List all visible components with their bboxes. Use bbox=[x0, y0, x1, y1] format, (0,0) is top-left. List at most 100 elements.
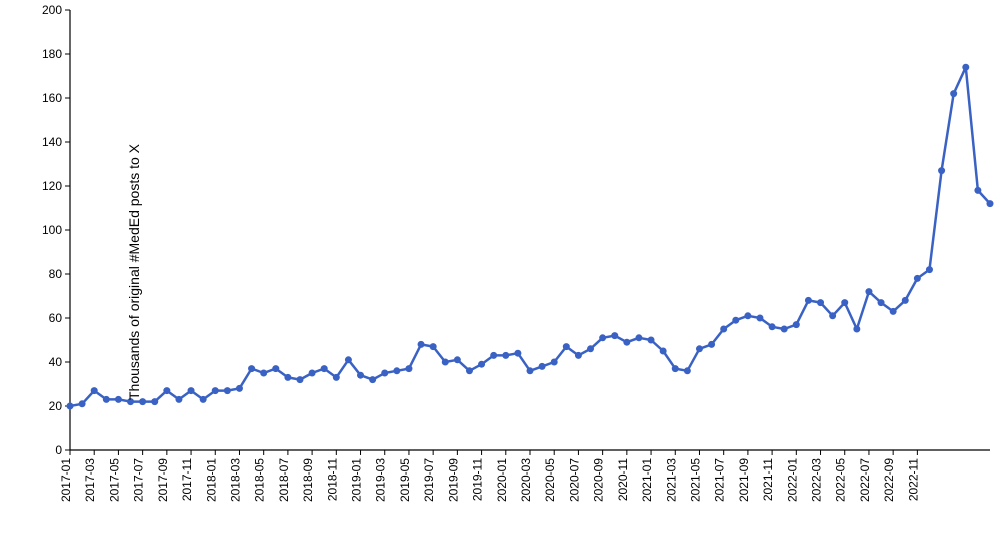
data-point bbox=[393, 367, 400, 374]
data-point bbox=[248, 365, 255, 372]
data-point bbox=[563, 343, 570, 350]
x-tick-label: 2017-11 bbox=[180, 458, 194, 501]
x-tick-label: 2021-01 bbox=[640, 458, 654, 502]
data-point bbox=[405, 365, 412, 372]
data-point bbox=[805, 297, 812, 304]
y-axis-label: Thousands of original #MedEd posts to X bbox=[126, 144, 142, 400]
x-tick-label: 2022-01 bbox=[785, 458, 799, 502]
data-point bbox=[878, 299, 885, 306]
x-tick-label: 2018-07 bbox=[277, 458, 291, 502]
data-point bbox=[599, 334, 606, 341]
chart-canvas: 0204060801001201401601802002017-012017-0… bbox=[0, 0, 1000, 544]
x-tick-label: 2021-09 bbox=[737, 458, 751, 502]
data-point bbox=[151, 398, 158, 405]
x-tick-label: 2017-01 bbox=[59, 458, 73, 502]
data-point bbox=[527, 367, 534, 374]
data-point bbox=[987, 200, 994, 207]
x-tick-label: 2022-09 bbox=[882, 458, 896, 502]
data-point bbox=[333, 374, 340, 381]
data-point bbox=[321, 365, 328, 372]
x-tick-label: 2019-03 bbox=[374, 458, 388, 502]
y-tick-label: 180 bbox=[42, 47, 62, 61]
x-tick-label: 2017-07 bbox=[132, 458, 146, 502]
data-point bbox=[890, 308, 897, 315]
data-point bbox=[175, 396, 182, 403]
data-point bbox=[793, 321, 800, 328]
data-point bbox=[369, 376, 376, 383]
data-point bbox=[297, 376, 304, 383]
data-point bbox=[430, 343, 437, 350]
data-point bbox=[841, 299, 848, 306]
x-tick-label: 2020-09 bbox=[592, 458, 606, 502]
data-point bbox=[660, 348, 667, 355]
y-tick-label: 100 bbox=[42, 223, 62, 237]
x-tick-label: 2019-11 bbox=[471, 458, 485, 501]
y-tick-label: 40 bbox=[49, 355, 63, 369]
data-point bbox=[357, 372, 364, 379]
y-tick-label: 0 bbox=[55, 443, 62, 457]
data-point bbox=[381, 370, 388, 377]
data-point bbox=[284, 374, 291, 381]
x-tick-label: 2018-09 bbox=[301, 458, 315, 502]
data-point bbox=[720, 326, 727, 333]
data-point bbox=[587, 345, 594, 352]
data-point bbox=[200, 396, 207, 403]
data-point bbox=[490, 352, 497, 359]
data-point bbox=[272, 365, 279, 372]
data-point bbox=[648, 337, 655, 344]
data-point bbox=[962, 64, 969, 71]
data-point bbox=[672, 365, 679, 372]
data-point bbox=[260, 370, 267, 377]
x-tick-label: 2019-09 bbox=[446, 458, 460, 502]
data-point bbox=[732, 317, 739, 324]
data-point bbox=[575, 352, 582, 359]
meded-posts-chart: Thousands of original #MedEd posts to X … bbox=[0, 0, 1000, 544]
data-point bbox=[79, 400, 86, 407]
y-tick-label: 200 bbox=[42, 3, 62, 17]
y-tick-label: 60 bbox=[49, 311, 63, 325]
data-point bbox=[103, 396, 110, 403]
x-tick-label: 2021-11 bbox=[761, 458, 775, 501]
data-point bbox=[902, 297, 909, 304]
data-point bbox=[635, 334, 642, 341]
x-tick-label: 2021-03 bbox=[664, 458, 678, 502]
x-tick-label: 2022-03 bbox=[810, 458, 824, 502]
data-point bbox=[551, 359, 558, 366]
x-tick-label: 2017-05 bbox=[107, 458, 121, 502]
x-tick-label: 2019-07 bbox=[422, 458, 436, 502]
data-point bbox=[91, 387, 98, 394]
x-tick-label: 2019-05 bbox=[398, 458, 412, 502]
x-tick-label: 2018-05 bbox=[253, 458, 267, 502]
data-point bbox=[539, 363, 546, 370]
data-point bbox=[502, 352, 509, 359]
x-tick-label: 2020-07 bbox=[567, 458, 581, 502]
data-point bbox=[926, 266, 933, 273]
x-tick-label: 2020-03 bbox=[519, 458, 533, 502]
data-point bbox=[442, 359, 449, 366]
y-tick-label: 20 bbox=[49, 399, 63, 413]
x-tick-label: 2022-11 bbox=[906, 458, 920, 501]
x-tick-label: 2018-01 bbox=[204, 458, 218, 502]
data-point bbox=[950, 90, 957, 97]
x-tick-label: 2021-07 bbox=[713, 458, 727, 502]
data-point bbox=[309, 370, 316, 377]
y-tick-label: 120 bbox=[42, 179, 62, 193]
x-tick-label: 2017-09 bbox=[156, 458, 170, 502]
y-tick-label: 140 bbox=[42, 135, 62, 149]
data-point bbox=[696, 345, 703, 352]
data-point bbox=[345, 356, 352, 363]
x-tick-label: 2020-05 bbox=[543, 458, 557, 502]
data-point bbox=[865, 288, 872, 295]
data-point bbox=[817, 299, 824, 306]
data-point bbox=[212, 387, 219, 394]
data-point bbox=[769, 323, 776, 330]
data-point bbox=[163, 387, 170, 394]
x-tick-label: 2021-05 bbox=[688, 458, 702, 502]
y-tick-label: 80 bbox=[49, 267, 63, 281]
x-tick-label: 2019-01 bbox=[350, 458, 364, 502]
data-point bbox=[974, 187, 981, 194]
x-tick-label: 2022-07 bbox=[858, 458, 872, 502]
data-point bbox=[829, 312, 836, 319]
data-point bbox=[938, 167, 945, 174]
data-point bbox=[188, 387, 195, 394]
